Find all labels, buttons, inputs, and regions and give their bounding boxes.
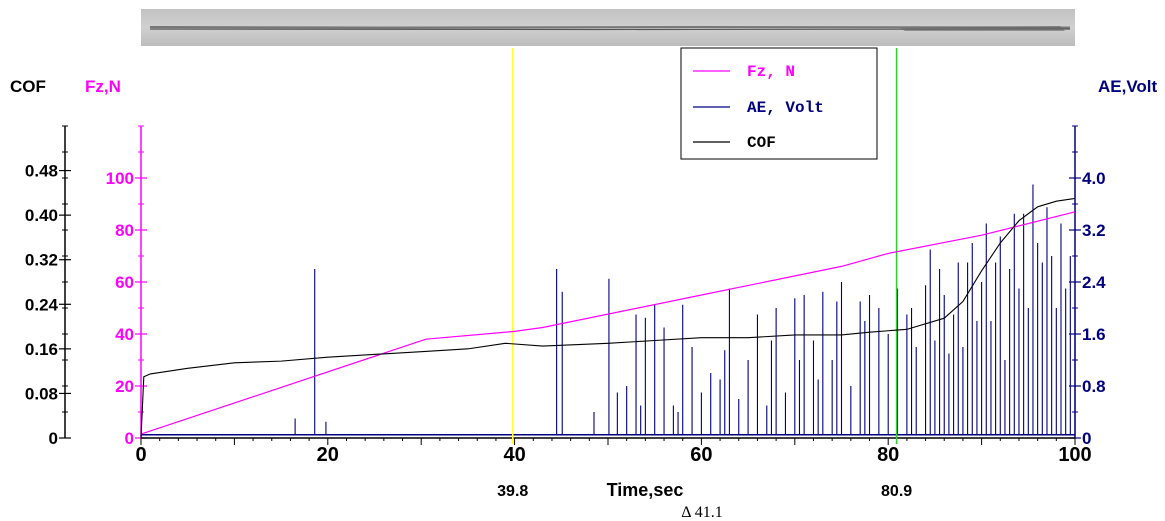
fz-axis: 0 20 40 60 80 100: [106, 125, 147, 448]
cof-series-line: [140, 197, 1076, 439]
x-tick-label: 0: [135, 444, 146, 466]
legend: Fz, N AE, Volt COF: [680, 47, 878, 160]
fz-tick-label: 20: [115, 377, 134, 396]
ae-tick-label: 0.8: [1082, 377, 1106, 396]
wear-track-image: [141, 9, 1075, 46]
x-tick-label: 60: [690, 444, 712, 466]
ae-tick-label: 3.2: [1082, 221, 1106, 240]
cof-tick-label: 0.08: [25, 384, 58, 403]
fz-tick-label: 40: [115, 325, 134, 344]
cof-tick-label: 0.48: [25, 162, 58, 181]
fz-series-line: [140, 211, 1076, 435]
x-axis-label: Time,sec: [607, 480, 684, 500]
fz-axis-label: Fz,N: [85, 77, 121, 96]
delta-label: Δ 41.1: [681, 504, 722, 521]
x-tick-label: 80: [877, 444, 899, 466]
fz-tick-label: 100: [106, 169, 134, 188]
ae-tick-label: 4.0: [1082, 169, 1106, 188]
marker-label-39.8: 39.8: [497, 483, 528, 500]
cof-tick-label: 0: [49, 429, 58, 448]
cof-tick-label: 0.32: [25, 251, 58, 270]
fz-tick-label: 60: [115, 273, 134, 292]
x-tick-label: 40: [503, 444, 525, 466]
cof-axis-label: COF: [10, 77, 46, 96]
cof-tick-label: 0.24: [25, 295, 59, 314]
ae-series: [141, 184, 1076, 436]
legend-cof-label: COF: [747, 134, 776, 152]
fz-tick-label: 80: [115, 221, 134, 240]
cof-tick-label: 0.40: [25, 206, 58, 225]
x-tick-label: 100: [1058, 444, 1091, 466]
ae-axis-label: AE,Volt: [1098, 77, 1158, 96]
x-tick-label: 20: [317, 444, 339, 466]
marker-label-80.9: 80.9: [881, 483, 912, 500]
cof-axis: 0 0.08 0.16 0.24 0.32 0.40 0.48: [25, 125, 71, 448]
x-axis: 0 20 40 60 80 100: [135, 437, 1092, 466]
cof-tick-label: 0.16: [25, 340, 58, 359]
ae-tick-label: 2.4: [1082, 273, 1106, 292]
marker-lines: [511, 48, 898, 444]
ae-tick-label: 0: [1082, 429, 1091, 448]
fz-tick-label: 0: [125, 429, 134, 448]
ae-tick-label: 1.6: [1082, 325, 1106, 344]
legend-ae-label: AE, Volt: [747, 99, 824, 117]
legend-fz-label: Fz, N: [747, 63, 795, 81]
